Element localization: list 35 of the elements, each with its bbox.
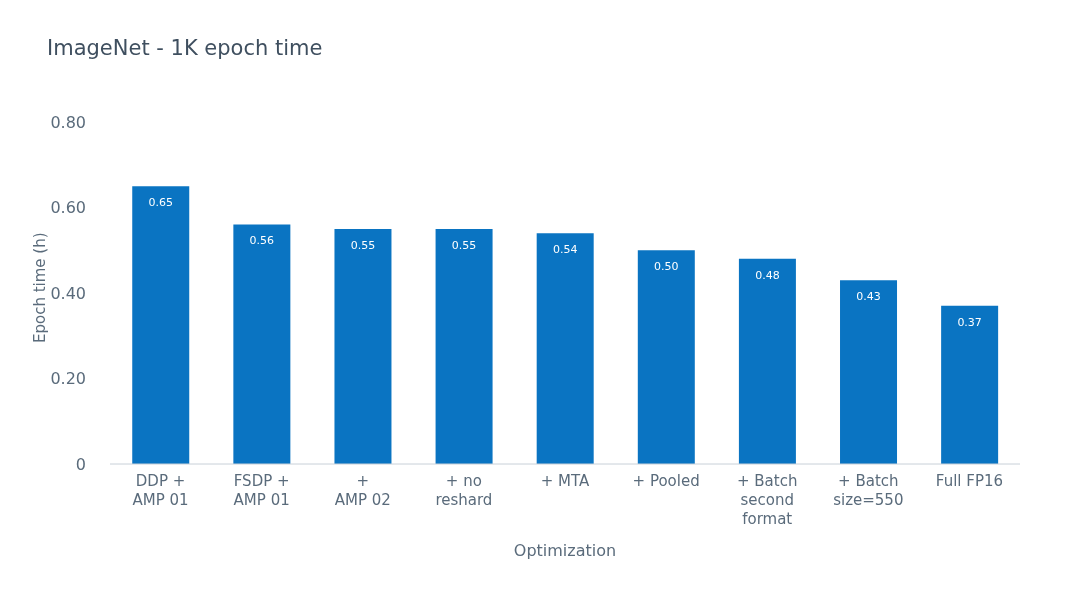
- bar: [233, 224, 291, 464]
- y-tick-label: 0.40: [50, 283, 86, 303]
- bar: [334, 228, 392, 464]
- data-label: 0.54: [552, 242, 578, 256]
- bar: [840, 280, 898, 464]
- bar: [536, 233, 594, 464]
- data-label: 0.43: [856, 289, 881, 303]
- y-tick-label: 0.20: [50, 369, 86, 389]
- x-tick-label: + AMP 02: [334, 472, 391, 509]
- bar: [435, 228, 493, 464]
- data-label: 0.55: [451, 238, 477, 252]
- x-tick-label: + Batch second format: [736, 472, 798, 528]
- x-tick-label: Full FP16: [935, 472, 1004, 490]
- x-tick-label: + Batch size=550: [833, 472, 904, 509]
- x-axis-title: Optimization: [513, 541, 617, 560]
- bar: [941, 305, 999, 464]
- x-tick-label: + no reshard: [435, 472, 493, 509]
- chart-title: ImageNet - 1K epoch time: [47, 36, 323, 60]
- y-axis-title: Epoch time (h): [31, 232, 50, 343]
- data-label: 0.65: [148, 195, 173, 209]
- data-label: 0.55: [350, 238, 376, 252]
- x-tick-label: + Pooled: [632, 472, 700, 490]
- data-label: 0.56: [249, 234, 275, 248]
- bar: [637, 250, 695, 464]
- y-tick-label: 0.80: [50, 112, 86, 132]
- data-label: 0.50: [654, 260, 679, 274]
- x-tick-label: FSDP + AMP 01: [233, 472, 290, 509]
- x-tick-label: DDP + AMP 01: [132, 472, 189, 509]
- data-label: 0.37: [957, 315, 982, 329]
- y-tick-label: 0.60: [50, 198, 86, 218]
- bar: [738, 258, 796, 464]
- y-tick-label: 0: [75, 454, 86, 474]
- data-label: 0.48: [755, 268, 780, 282]
- x-tick-label: + MTA: [540, 472, 590, 490]
- bar: [132, 186, 190, 464]
